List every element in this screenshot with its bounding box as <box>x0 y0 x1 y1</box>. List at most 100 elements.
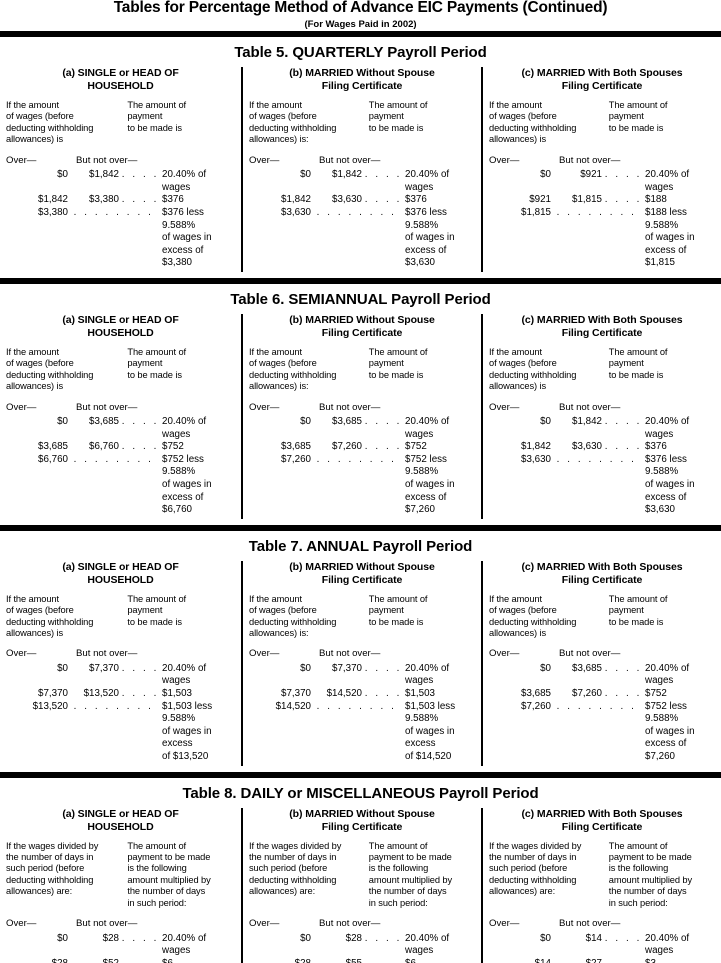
dot-leader: . . . . <box>604 932 642 944</box>
table-row: $0 $1,842 . . . . 20.40% of wages <box>489 416 715 441</box>
over-amount: $1,815 <box>521 206 551 218</box>
table-title: Table 7. ANNUAL Payroll Period <box>248 537 473 555</box>
payment-amount: $376 less 9.588% of wages in excess of $… <box>645 453 695 516</box>
bracket-rows: $0$28 . . . .20.40% of wages$28$55 . . .… <box>249 930 475 963</box>
but-not-over-amount: $1,842 . . . . <box>551 416 644 429</box>
column-heading: (c) MARRIED With Both Spouses Filing Cer… <box>521 807 683 833</box>
dot-leader: . . . . <box>604 169 642 181</box>
payment-amount: $752 <box>162 441 184 453</box>
payment-amount: $376 less 9.588% of wages in excess of $… <box>162 206 212 269</box>
table-row: $28$55 . . . .$6 <box>249 958 475 963</box>
over-amount: $13,520 <box>32 700 68 712</box>
bracket-rows: $0 $1,842 . . . . 20.40% of wages $1,842 $3,… <box>489 413 715 517</box>
bracket-rows: $0$14 . . . .20.40% of wages$14$27 . . .… <box>489 930 715 963</box>
column-body: If the wages divided by the number of da… <box>249 841 475 963</box>
payment-description: The amount of payment to be made is <box>127 593 187 627</box>
but-not-over-amount: $14,520 . . . . <box>311 688 404 701</box>
but-not-over-amount: $921 . . . . <box>551 169 644 182</box>
table-row: $14,520 . . . . . . . . $1,503 less 9.588%… <box>249 701 475 764</box>
column-body: If the amount of wages (before deducting… <box>249 100 475 272</box>
table-row: $0 $28 . . . . 20.40% of wages <box>6 933 235 958</box>
over-amount: $3,685 <box>281 441 311 453</box>
table-columns: (a) SINGLE or HEAD OF HOUSEHOLD If the wa… <box>0 807 721 963</box>
over-amount: $3,630 <box>521 453 551 465</box>
table-title: Table 6. SEMIANNUAL Payroll Period <box>230 290 491 308</box>
column-description: If the wages divided by the number of da… <box>489 841 715 909</box>
bracket-column-headers: Over— But not over— <box>6 639 235 660</box>
over-amount: $1,842 <box>521 441 551 453</box>
over-amount: $0 <box>300 416 311 427</box>
but-not-over-header: But not over— <box>76 648 138 660</box>
dot-leader: . . . . <box>364 662 402 674</box>
table-row: $3,685 $7,260 . . . . $752 <box>249 441 475 454</box>
over-amount: $14 <box>489 958 551 963</box>
table-row: $13,520 . . . . . . . . $1,503 less 9.588%… <box>6 701 235 764</box>
but-not-over-amount: $3,630 . . . . <box>551 441 644 454</box>
column-description: If the amount of wages (before deducting… <box>249 347 475 393</box>
table-row: $14$27 . . . .$3 <box>489 958 715 963</box>
but-not-over-amount: $55 . . . . <box>311 958 404 963</box>
bracket-rows: $0 $3,685 . . . . 20.40% of wages $3,685 $7,… <box>249 413 475 517</box>
column-heading: (c) MARRIED With Both Spouses Filing Cer… <box>521 560 683 586</box>
upper-bound-amount: $3,380 <box>89 194 119 206</box>
payment-amount: 20.40% of wages <box>405 169 450 193</box>
table-divider-rule <box>0 277 721 284</box>
over-amount: $3,685 <box>38 441 68 453</box>
payment-amount: $6 <box>161 958 235 963</box>
column-body: If the amount of wages (before deducting… <box>489 347 715 519</box>
column-body: If the amount of wages (before deducting… <box>489 594 715 766</box>
over-amount: $7,370 <box>38 688 68 700</box>
column-description: If the amount of wages (before deducting… <box>489 347 715 393</box>
payment-amount: $6 <box>404 958 475 963</box>
but-not-over-amount: $28 . . . . <box>68 933 161 946</box>
but-not-over-header: But not over— <box>559 401 621 413</box>
bracket-rows: $0 $7,370 . . . . 20.40% of wages $7,370 $14… <box>249 660 475 764</box>
payment-amount: 20.40% of wages <box>162 662 207 687</box>
bracket-column-headers: Over— But not over— <box>6 146 235 167</box>
filing-status-column-c: (c) MARRIED With Both Spouses Filing Cer… <box>481 560 721 766</box>
payment-description: The amount of payment to be made is <box>127 100 187 133</box>
dot-leader: . . . . <box>364 194 402 206</box>
payroll-table-block: Table 5. QUARTERLY Payroll Period (a) SIN… <box>0 37 721 284</box>
over-amount: $0 <box>57 416 68 427</box>
bracket-column-headers: Over— But not over— <box>489 393 715 414</box>
column-heading: (b) MARRIED Without Spouse Filing Certif… <box>289 560 435 586</box>
dot-leader: . . . . <box>604 688 642 700</box>
table-row: $6,760 . . . . . . . . $752 less 9.588% of… <box>6 454 235 517</box>
bracket-column-headers: Over— But not over— <box>6 393 235 414</box>
filing-status-column-a: (a) SINGLE or HEAD OF HOUSEHOLD If the am… <box>0 67 241 272</box>
column-description: If the amount of wages (before deducting… <box>489 594 715 640</box>
payment-description: The amount of payment to be made is <box>368 593 428 627</box>
payment-description: The amount of payment to be made is <box>127 346 187 380</box>
over-header: Over— <box>6 648 37 660</box>
but-not-over-amount: $1,842 . . . . <box>68 169 161 182</box>
column-heading: (b) MARRIED Without Spouse Filing Certif… <box>289 313 435 339</box>
wages-description: If the wages divided by the number of da… <box>6 840 99 897</box>
column-heading: (a) SINGLE or HEAD OF HOUSEHOLD <box>62 807 179 833</box>
but-not-over-amount: $14 . . . . <box>551 933 644 946</box>
but-not-over-header: But not over— <box>76 154 138 166</box>
over-amount: $1,842 <box>281 194 311 206</box>
upper-bound-amount: $1,842 <box>332 169 362 181</box>
table-row: $3,630 . . . . . . . . $376 less 9.588% of… <box>249 207 475 270</box>
payment-amount: $188 <box>645 194 667 206</box>
over-amount: $28 <box>6 958 68 963</box>
upper-bound-amount: $28 <box>102 932 119 944</box>
page-subtitle: (For Wages Paid in 2002) <box>304 19 417 30</box>
table-row: $0 $3,685 . . . . 20.40% of wages <box>249 416 475 441</box>
upper-bound-amount: $6,760 <box>89 441 119 453</box>
but-not-over-amount: $7,370 . . . . <box>311 663 404 676</box>
dot-leader: . . . . <box>121 194 159 206</box>
upper-bound-amount: $7,370 <box>89 662 119 674</box>
but-not-over-header: But not over— <box>319 648 381 660</box>
payment-amount: $752 less 9.588% of wages in excess of $… <box>162 453 212 516</box>
upper-bound-amount: $27 <box>586 958 602 963</box>
payment-amount: $1,503 <box>405 688 435 700</box>
table-row: $0 $28 . . . . 20.40% of wages <box>249 933 475 958</box>
dot-leader: . . . . . . . . <box>73 206 154 218</box>
over-amount: $1,842 <box>38 194 68 206</box>
over-header: Over— <box>249 154 280 166</box>
over-amount: $0 <box>57 169 68 181</box>
column-heading: (c) MARRIED With Both Spouses Filing Cer… <box>521 67 683 92</box>
payment-description: The amount of payment to be made is the … <box>368 840 453 908</box>
